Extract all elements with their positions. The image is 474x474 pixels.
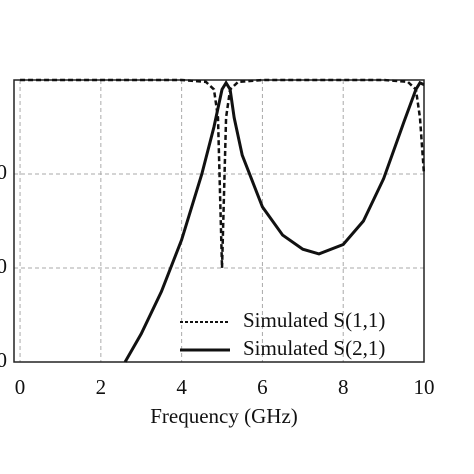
legend-label: Simulated S(2,1): [243, 336, 385, 360]
x-axis-label: Frequency (GHz): [150, 404, 298, 428]
y-tick-label: 0: [0, 160, 7, 184]
x-tick-label: 6: [257, 375, 268, 399]
x-tick-label: 10: [414, 375, 435, 399]
x-tick-label: 4: [176, 375, 187, 399]
x-tick-label: 2: [96, 375, 107, 399]
series-line: [123, 79, 425, 363]
plot-frame: [13, 79, 425, 363]
legend-label: Simulated S(1,1): [243, 308, 385, 332]
y-tick-label: 0: [0, 348, 7, 372]
y-tick-label: 0: [0, 254, 7, 278]
x-tick-label: 0: [15, 375, 26, 399]
x-tick-label: 8: [338, 375, 349, 399]
